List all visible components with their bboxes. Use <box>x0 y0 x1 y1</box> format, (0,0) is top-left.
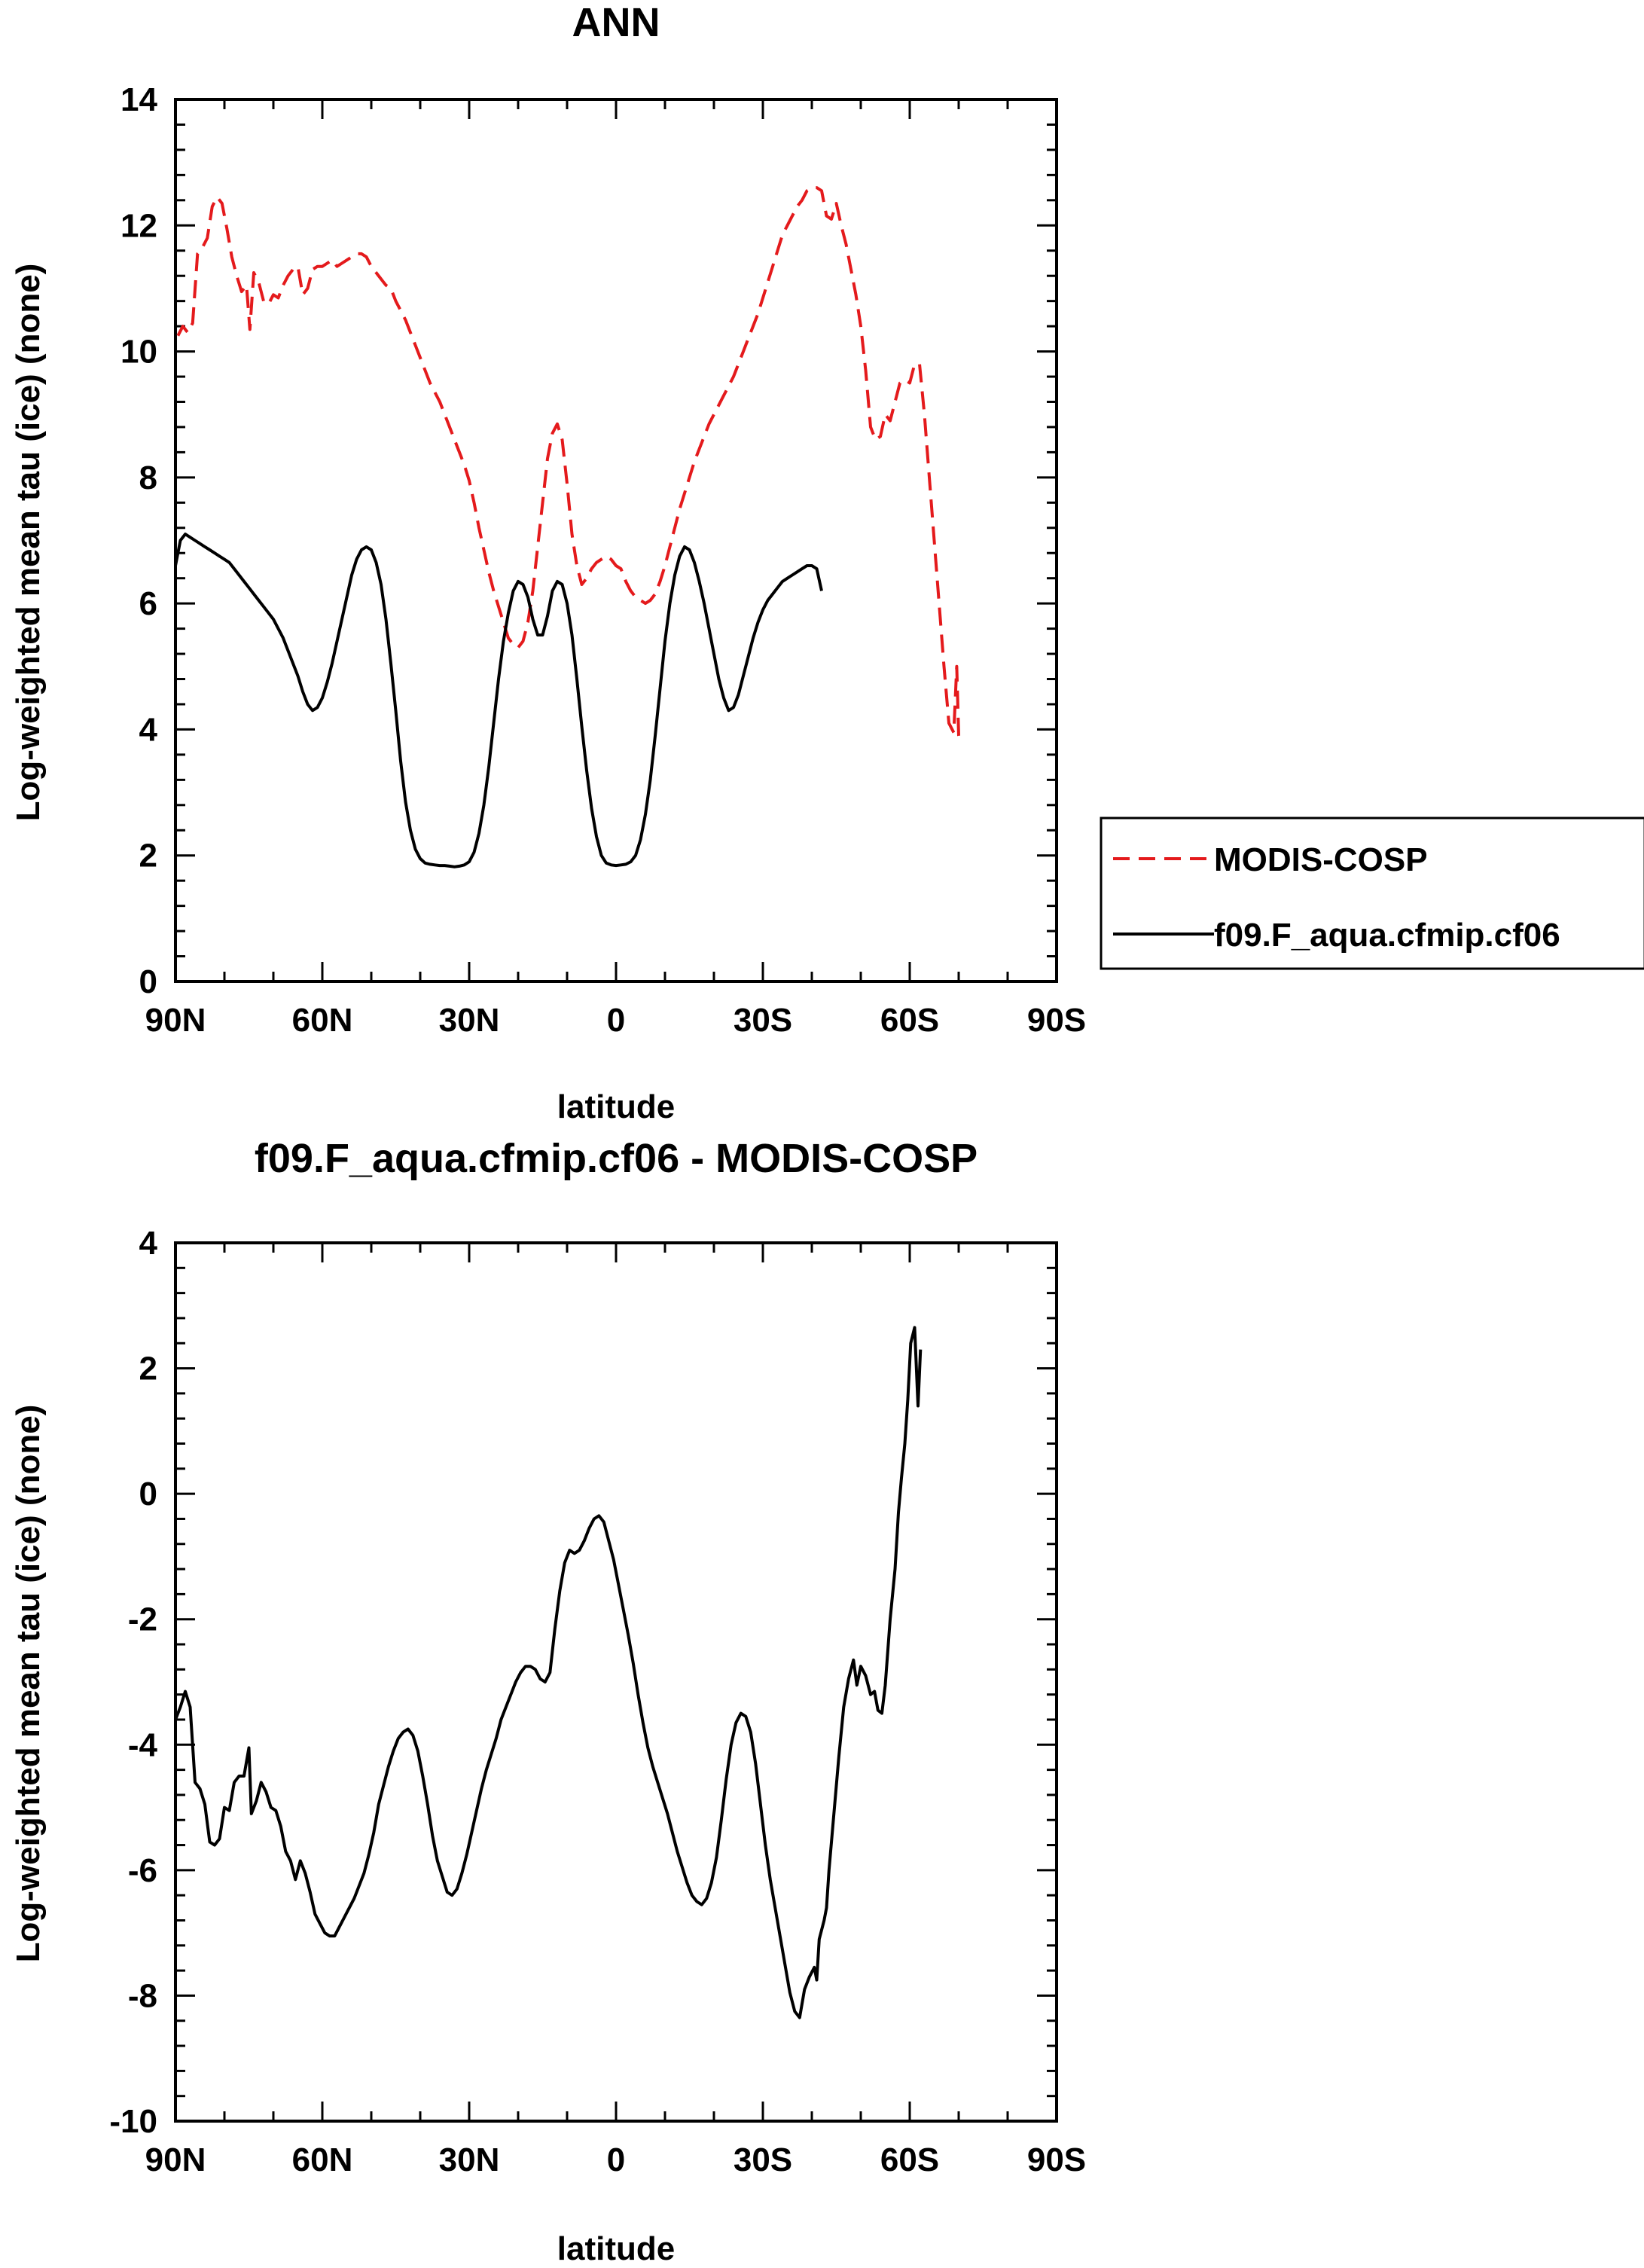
bottom-y-tick-label: -4 <box>128 1726 158 1763</box>
top-x-tick-label: 30S <box>734 1002 792 1039</box>
top-y-tick-label: 6 <box>139 585 157 622</box>
legend: MODIS-COSP f09.F_aqua.cfmip.cf06 <box>1100 817 1644 970</box>
bottom-panel: f09.F_aqua.cfmip.cf06 - MODIS-COSP -10 -8… <box>10 1136 1086 2267</box>
bottom-x-tick-label: 90S <box>1027 2141 1086 2178</box>
top-chart-title: ANN <box>572 0 660 45</box>
bottom-y-tick-label: -8 <box>128 1977 157 2014</box>
bottom-x-tick-label: 30N <box>439 2141 500 2178</box>
bottom-y-tick-label: -6 <box>128 1852 157 1889</box>
top-x-tick-label: 90S <box>1027 1002 1086 1039</box>
top-x-axis-label: latitude <box>557 1088 675 1125</box>
top-y-tick-label: 12 <box>120 207 157 244</box>
bottom-y-axis-label: Log-weighted mean tau (ice) (none) <box>10 1405 47 1963</box>
top-x-tick-label: 60N <box>292 1002 353 1039</box>
bottom-plot-area: -10 -8 -6 -4 -2 0 2 4 90N 60N 30N 0 30S 60S 90S <box>109 1225 1086 2178</box>
top-y-tick-label: 8 <box>139 459 157 496</box>
top-series-line-1 <box>174 533 823 868</box>
top-y-tick-label: 4 <box>139 711 158 748</box>
bottom-x-axis-label: latitude <box>557 2230 675 2267</box>
bottom-x-tick-label: 60S <box>880 2141 939 2178</box>
bottom-plot-frame <box>174 1241 1058 2123</box>
top-y-tick-label: 10 <box>120 334 157 371</box>
bottom-y-tick-label: 4 <box>139 1225 158 1262</box>
top-x-tick-label: 90N <box>145 1002 206 1039</box>
top-x-tick-label: 60S <box>880 1002 939 1039</box>
bottom-y-tick-label: 0 <box>139 1476 157 1513</box>
bottom-series-line-0 <box>174 1326 923 2019</box>
top-x-tick-label: 0 <box>607 1002 625 1039</box>
bottom-y-tick-label: -2 <box>128 1601 157 1638</box>
legend-box <box>1100 817 1644 970</box>
top-y-axis-label: Log-weighted mean tau (ice) (none) <box>10 264 47 822</box>
bottom-x-tick-label: 60N <box>292 2141 353 2178</box>
bottom-chart-title: f09.F_aqua.cfmip.cf06 - MODIS-COSP <box>255 1136 978 1181</box>
top-series-line-0 <box>176 186 962 740</box>
bottom-y-tick-label: -10 <box>109 2103 157 2140</box>
top-y-tick-label: 0 <box>139 963 157 1000</box>
top-panel: ANN 0 2 4 6 8 10 12 14 90N 60N 30N 0 30S 60S 90S latit… <box>10 0 1644 1125</box>
top-x-tick-label: 30N <box>439 1002 500 1039</box>
bottom-y-tick-label: 2 <box>139 1351 157 1387</box>
top-plot-frame <box>174 98 1058 983</box>
bottom-x-tick-label: 0 <box>607 2141 625 2178</box>
bottom-x-tick-label: 30S <box>734 2141 792 2178</box>
legend-label-modis-cosp: MODIS-COSP <box>1214 841 1428 878</box>
top-y-tick-label: 14 <box>120 81 157 118</box>
legend-label-model: f09.F_aqua.cfmip.cf06 <box>1214 917 1560 954</box>
bottom-x-tick-label: 90N <box>145 2141 206 2178</box>
top-plot-area: 0 2 4 6 8 10 12 14 90N 60N 30N 0 30S 60S 90S <box>120 81 1086 1039</box>
top-y-tick-label: 2 <box>139 838 157 875</box>
